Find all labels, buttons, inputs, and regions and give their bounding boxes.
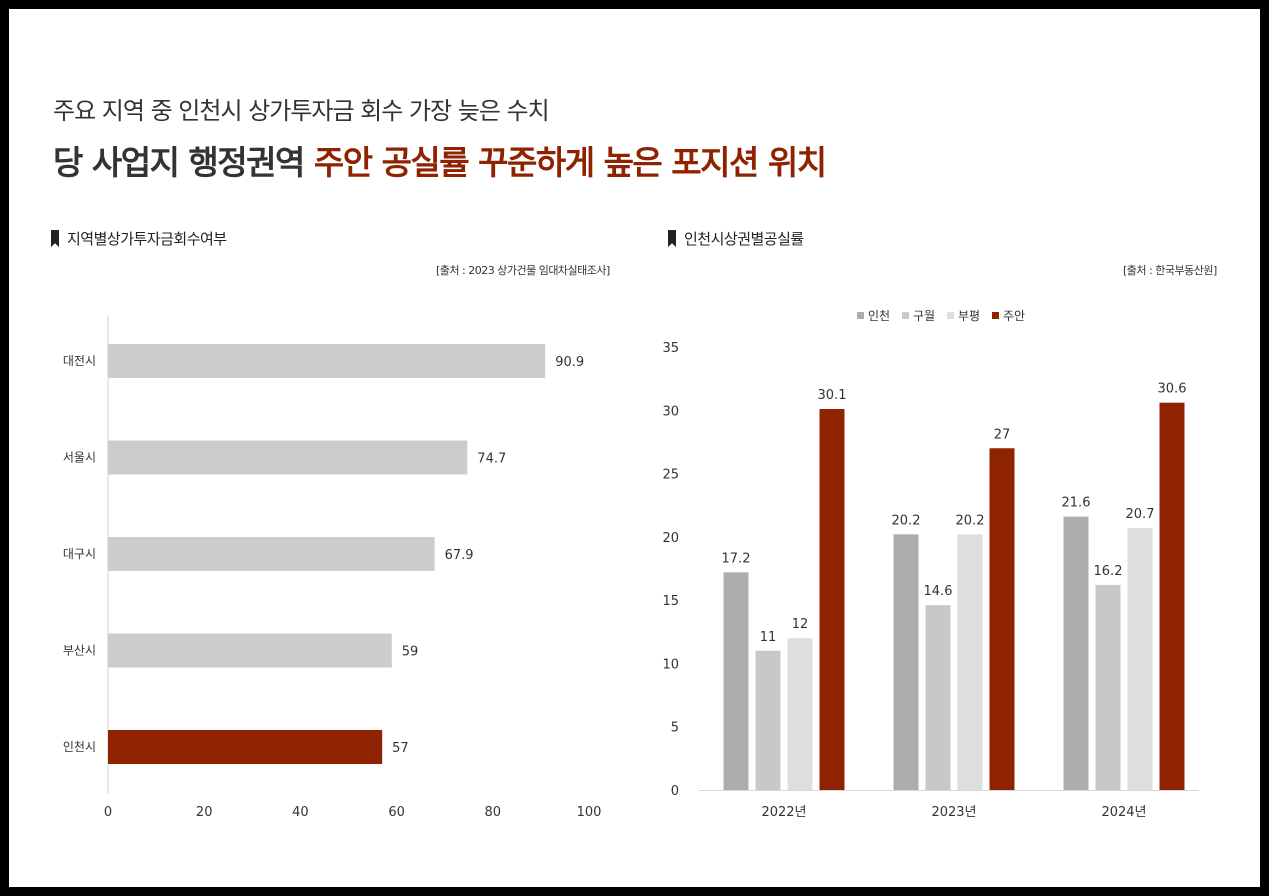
x-tick-label: 0	[104, 805, 112, 820]
y-tick-label: 25	[662, 468, 679, 483]
data-label: 20.2	[892, 513, 921, 528]
data-label: 74.7	[477, 452, 506, 467]
bookmark-icon	[668, 230, 676, 247]
y-tick-label: 30	[662, 404, 679, 419]
category-label: 인천시	[63, 739, 96, 754]
right-section-title-text: 인천시상권별공실률	[684, 230, 804, 248]
x-tick-label: 2024년	[1101, 805, 1146, 820]
left-section-title: 지역별상가투자금회수여부	[51, 228, 227, 249]
legend-swatch	[857, 312, 864, 319]
right-section-title: 인천시상권별공실률	[668, 228, 804, 249]
bar-3	[108, 537, 435, 571]
legend-label: 부평	[958, 309, 980, 323]
left-source-note: [출처 : 2023 상가건물 임대차실태조사]	[436, 264, 610, 277]
bar-부평-3	[1127, 527, 1153, 790]
bar-인천-2	[893, 534, 919, 790]
x-tick-label: 60	[388, 805, 405, 820]
x-tick-label: 40	[292, 805, 309, 820]
bar-1	[108, 344, 546, 378]
legend-swatch	[947, 312, 954, 319]
bar-구월-1	[755, 650, 781, 790]
category-label: 부산시	[63, 644, 96, 658]
y-tick-label: 20	[662, 531, 679, 546]
headline-title-highlight: 주안 공실률 꾸준하게 높은 포지션 위치	[313, 143, 827, 182]
data-label: 30.1	[818, 388, 847, 403]
infographic-page: 주요 지역 중 인천시 상가투자금 회수 가장 늦은 수치 당 사업지 행정권역…	[9, 9, 1260, 887]
data-label: 12	[792, 617, 809, 632]
data-label: 90.9	[555, 355, 584, 370]
legend-label: 구월	[913, 309, 935, 323]
legend-label: 주안	[1003, 309, 1025, 323]
x-tick-label: 2022년	[761, 805, 806, 820]
x-tick-label: 2023년	[931, 805, 976, 820]
data-label: 11	[760, 630, 777, 645]
bar-주안-1	[819, 409, 845, 790]
vacancy-rate-bar-chart: 인천 구월 부평 주안 0 5 10 15 20 25 30 35 17.2 11 12 30.1 2022년 2…	[662, 308, 1199, 820]
data-label: 20.2	[956, 513, 985, 528]
headline-subtitle: 주요 지역 중 인천시 상가투자금 회수 가장 늦은 수치	[53, 97, 550, 125]
bar-부평-2	[957, 534, 983, 790]
x-tick-label: 80	[485, 805, 502, 820]
bar-주안-2	[989, 448, 1015, 790]
bar-부평-1	[787, 638, 813, 790]
legend-swatch	[992, 312, 999, 319]
y-tick-label: 0	[671, 784, 679, 799]
headline-title: 당 사업지 행정권역 주안 공실률 꾸준하게 높은 포지션 위치	[53, 136, 827, 184]
bar-인천-1	[723, 572, 749, 790]
bar-인천-3	[1063, 516, 1089, 790]
x-tick-label: 20	[196, 805, 213, 820]
data-label: 21.6	[1062, 496, 1091, 511]
data-label: 14.6	[924, 584, 953, 599]
category-label: 서울시	[63, 451, 96, 465]
bar-주안-3	[1159, 402, 1185, 790]
right-source-note: [출처 : 한국부동산원]	[1123, 264, 1217, 277]
bar-구월-3	[1095, 584, 1121, 790]
data-label: 17.2	[722, 551, 751, 566]
data-label: 57	[392, 741, 409, 756]
data-label: 59	[402, 645, 419, 660]
bookmark-icon	[51, 230, 59, 247]
bar-5	[108, 730, 383, 764]
category-label: 대전시	[63, 354, 96, 368]
y-tick-label: 5	[671, 721, 679, 736]
y-tick-label: 35	[662, 341, 679, 356]
region-recovery-bar-chart: 대전시 90.9 서울시 74.7 대구시 67.9 부산시 59 인천시 57 0 20 40 60 80…	[63, 316, 602, 820]
legend-swatch	[902, 312, 909, 319]
y-tick-label: 15	[662, 594, 679, 609]
bar-2	[108, 440, 468, 475]
x-tick-label: 100	[577, 805, 602, 820]
headline-title-plain: 당 사업지 행정권역	[53, 143, 314, 182]
data-label: 16.2	[1094, 564, 1123, 579]
y-tick-label: 10	[662, 657, 679, 672]
data-label: 27	[994, 427, 1011, 442]
legend-label: 인천	[868, 308, 890, 323]
data-label: 67.9	[445, 548, 474, 563]
data-label: 20.7	[1126, 507, 1155, 522]
left-section-title-text: 지역별상가투자금회수여부	[67, 230, 227, 248]
bar-구월-2	[925, 605, 951, 790]
data-label: 30.6	[1158, 382, 1187, 397]
category-label: 대구시	[63, 547, 96, 561]
bar-4	[108, 633, 392, 668]
